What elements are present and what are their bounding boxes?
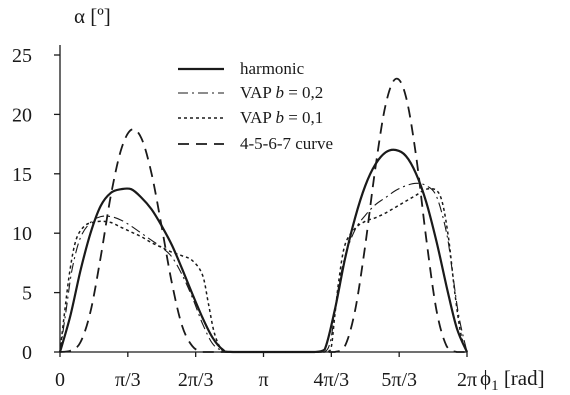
x-axis-label-unit: [rad] (499, 366, 545, 390)
x-axis: 0 π/3 2π/3 π 4π/3 5π/3 2π ϕ1 [rad] (55, 351, 545, 394)
x-ticks: 0 π/3 2π/3 π 4π/3 5π/3 2π (55, 352, 477, 391)
x-tick-label: 2π/3 (178, 369, 214, 391)
series-line-2 (59, 182, 468, 353)
y-tick-label: 0 (22, 342, 32, 364)
y-tick-label: 20 (12, 104, 32, 126)
series-line-4 (59, 77, 467, 353)
y-axis-label: α [º] (74, 4, 111, 28)
x-tick-label: 2π (457, 369, 477, 391)
y-tick-label: 5 (22, 283, 32, 305)
legend-label: VAP b = 0,2 (240, 83, 323, 102)
legend-label: VAP b = 0,1 (240, 108, 323, 127)
y-axis: 0 5 10 15 20 25 α [º] (12, 4, 111, 364)
x-axis-label-symbol: ϕ (480, 366, 491, 390)
legend-label: harmonic (240, 59, 305, 78)
y-tick-label: 10 (12, 223, 32, 245)
x-tick-label: π/3 (115, 369, 141, 391)
y-tick-label: 15 (12, 164, 32, 186)
y-tick-label: 25 (12, 45, 32, 67)
x-tick-label: 5π/3 (381, 369, 417, 391)
series-group (58, 77, 469, 354)
x-tick-label: 0 (55, 369, 65, 391)
legend: harmonic VAP b = 0,2 VAP b = 0,1 4-5-6-7 cu… (178, 59, 333, 153)
x-axis-label-subscript: 1 (491, 378, 499, 394)
series-line-1 (58, 148, 469, 354)
legend-label: 4-5-6-7 curve (240, 134, 333, 153)
x-tick-label: 4π/3 (313, 369, 349, 391)
x-tick-label: π (258, 369, 268, 391)
x-axis-label: ϕ1 [rad] (480, 366, 545, 394)
y-ticks: 0 5 10 15 20 25 (12, 45, 60, 364)
series-line-3 (59, 187, 468, 353)
